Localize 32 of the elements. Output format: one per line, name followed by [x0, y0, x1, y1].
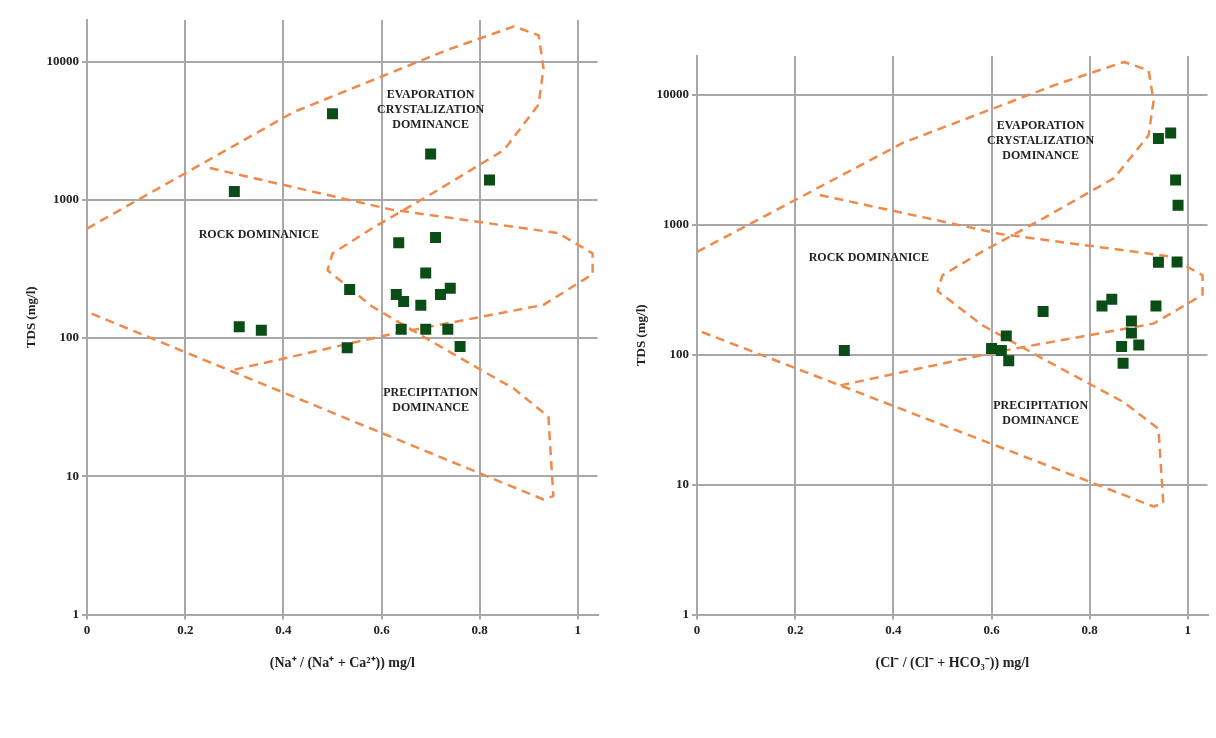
y-tick-label: 1: [682, 605, 690, 621]
x-axis-title: (Cl⁻ / (Cl⁻ + HCO₃⁻)) mg/l: [875, 655, 1030, 672]
y-tick-label: 10000: [46, 52, 80, 68]
x-tick-label: 0: [83, 621, 91, 637]
x-tick-label: 0.4: [275, 621, 293, 637]
y-tick-label: 10: [66, 467, 80, 483]
annotation: ROCK DOMINANICE: [198, 226, 320, 241]
x-tick-label: 0.8: [1081, 621, 1099, 637]
y-axis-title: TDS (mg/l): [633, 304, 649, 367]
y-tick-label: 10: [676, 476, 690, 492]
y-axis-title: TDS (mg/l): [23, 286, 39, 349]
annotation: PRECIPITATION DOMINANCE: [383, 384, 479, 414]
x-axis-title: (Na⁺ / (Na⁺ + Ca²⁺)) mg/l: [269, 655, 415, 672]
y-tick-label: 100: [669, 346, 690, 362]
x-tick-label: 0.6: [373, 621, 391, 637]
y-tick-label: 1000: [53, 191, 80, 207]
x-tick-label: 0: [693, 621, 701, 637]
annotation: PRECIPITATION DOMINANCE: [993, 397, 1089, 427]
x-tick-label: 1: [1184, 621, 1192, 637]
x-tick-label: 0.6: [983, 621, 1001, 637]
x-tick-label: 0.2: [787, 621, 804, 637]
annotation: EVAPORATION CRYSTALIZATION DOMINANCE: [377, 87, 485, 132]
y-tick-label: 1: [72, 605, 80, 621]
y-tick-label: 10000: [656, 86, 690, 102]
x-tick-label: 0.8: [471, 621, 489, 637]
y-tick-label: 100: [59, 329, 80, 345]
x-tick-label: 0.4: [885, 621, 903, 637]
x-tick-label: 1: [574, 621, 582, 637]
annotation: EVAPORATION CRYSTALIZATION DOMINANCE: [987, 117, 1095, 162]
x-tick-label: 0.2: [177, 621, 194, 637]
y-tick-label: 1000: [663, 216, 690, 232]
annotation: ROCK DOMINANICE: [808, 249, 930, 264]
